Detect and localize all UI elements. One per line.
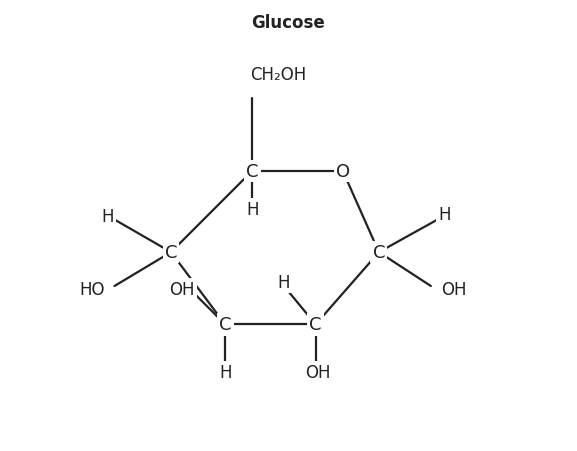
Text: C: C [246,162,258,180]
Text: CH₂OH: CH₂OH [250,65,306,83]
Text: O: O [336,162,350,180]
Text: H: H [246,201,258,219]
Text: C: C [373,244,385,262]
Text: C: C [164,244,177,262]
Text: HO: HO [79,281,104,299]
Text: H: H [219,363,231,381]
Text: H: H [438,205,451,223]
Text: OH: OH [170,281,195,299]
Text: H: H [102,207,114,226]
Text: OH: OH [441,281,466,299]
Text: C: C [219,316,231,334]
Text: OH: OH [305,363,331,381]
Text: Glucose: Glucose [252,14,325,32]
Text: H: H [278,273,290,291]
Text: C: C [309,316,322,334]
